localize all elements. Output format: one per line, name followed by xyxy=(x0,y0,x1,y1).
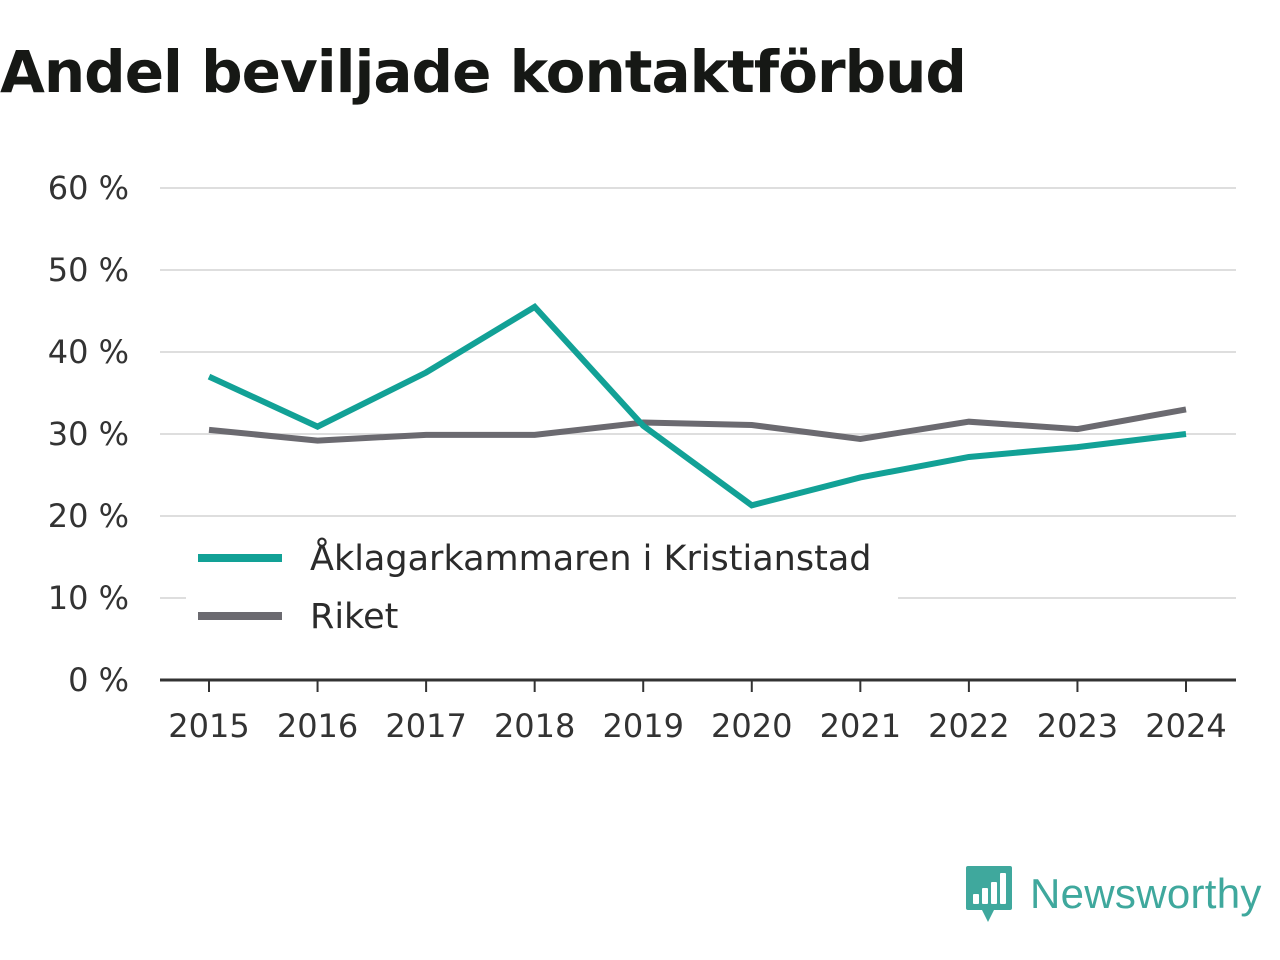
legend-label: Riket xyxy=(310,597,398,637)
y-tick-label: 40 % xyxy=(48,333,129,371)
legend-label: Åklagarkammaren i Kristianstad xyxy=(310,536,872,579)
newsworthy-logo: Newsworthy xyxy=(964,864,1262,924)
series-line-riket xyxy=(208,406,1187,444)
x-tick-label: 2024 xyxy=(1145,707,1226,745)
y-tick-label: 30 % xyxy=(48,415,129,453)
legend: Åklagarkammaren i Kristianstad Riket xyxy=(186,528,898,644)
series-lines xyxy=(207,303,1187,509)
series-line-klagarkammaren-i-kristianstad xyxy=(207,303,1187,509)
x-tick-label: 2019 xyxy=(603,707,684,745)
chart-title: Andel beviljade kontaktförbud xyxy=(0,38,967,106)
x-axis: 2015 2016 2017 2018 2019 2020 2021 2022 2023 2024 xyxy=(160,678,1236,745)
y-axis: 0 % 10 % 20 % 30 % 40 % 50 % 60 % xyxy=(48,169,129,699)
x-tick-label: 2020 xyxy=(711,707,792,745)
brand-name: Newsworthy xyxy=(1030,870,1262,917)
x-tick-label: 2021 xyxy=(820,707,901,745)
x-tick-label: 2016 xyxy=(277,707,358,745)
x-tick-label: 2018 xyxy=(494,707,575,745)
y-tick-label: 60 % xyxy=(48,169,129,207)
x-tick-label: 2015 xyxy=(168,707,249,745)
legend-background xyxy=(186,528,898,644)
x-tick-label: 2022 xyxy=(928,707,1009,745)
x-tick-label: 2023 xyxy=(1037,707,1118,745)
y-tick-label: 20 % xyxy=(48,497,129,535)
bar-chart-bubble-icon xyxy=(966,866,1012,922)
y-tick-label: 50 % xyxy=(48,251,129,289)
y-tick-label: 10 % xyxy=(48,579,129,617)
y-tick-label: 0 % xyxy=(68,661,129,699)
x-tick-label: 2017 xyxy=(385,707,466,745)
